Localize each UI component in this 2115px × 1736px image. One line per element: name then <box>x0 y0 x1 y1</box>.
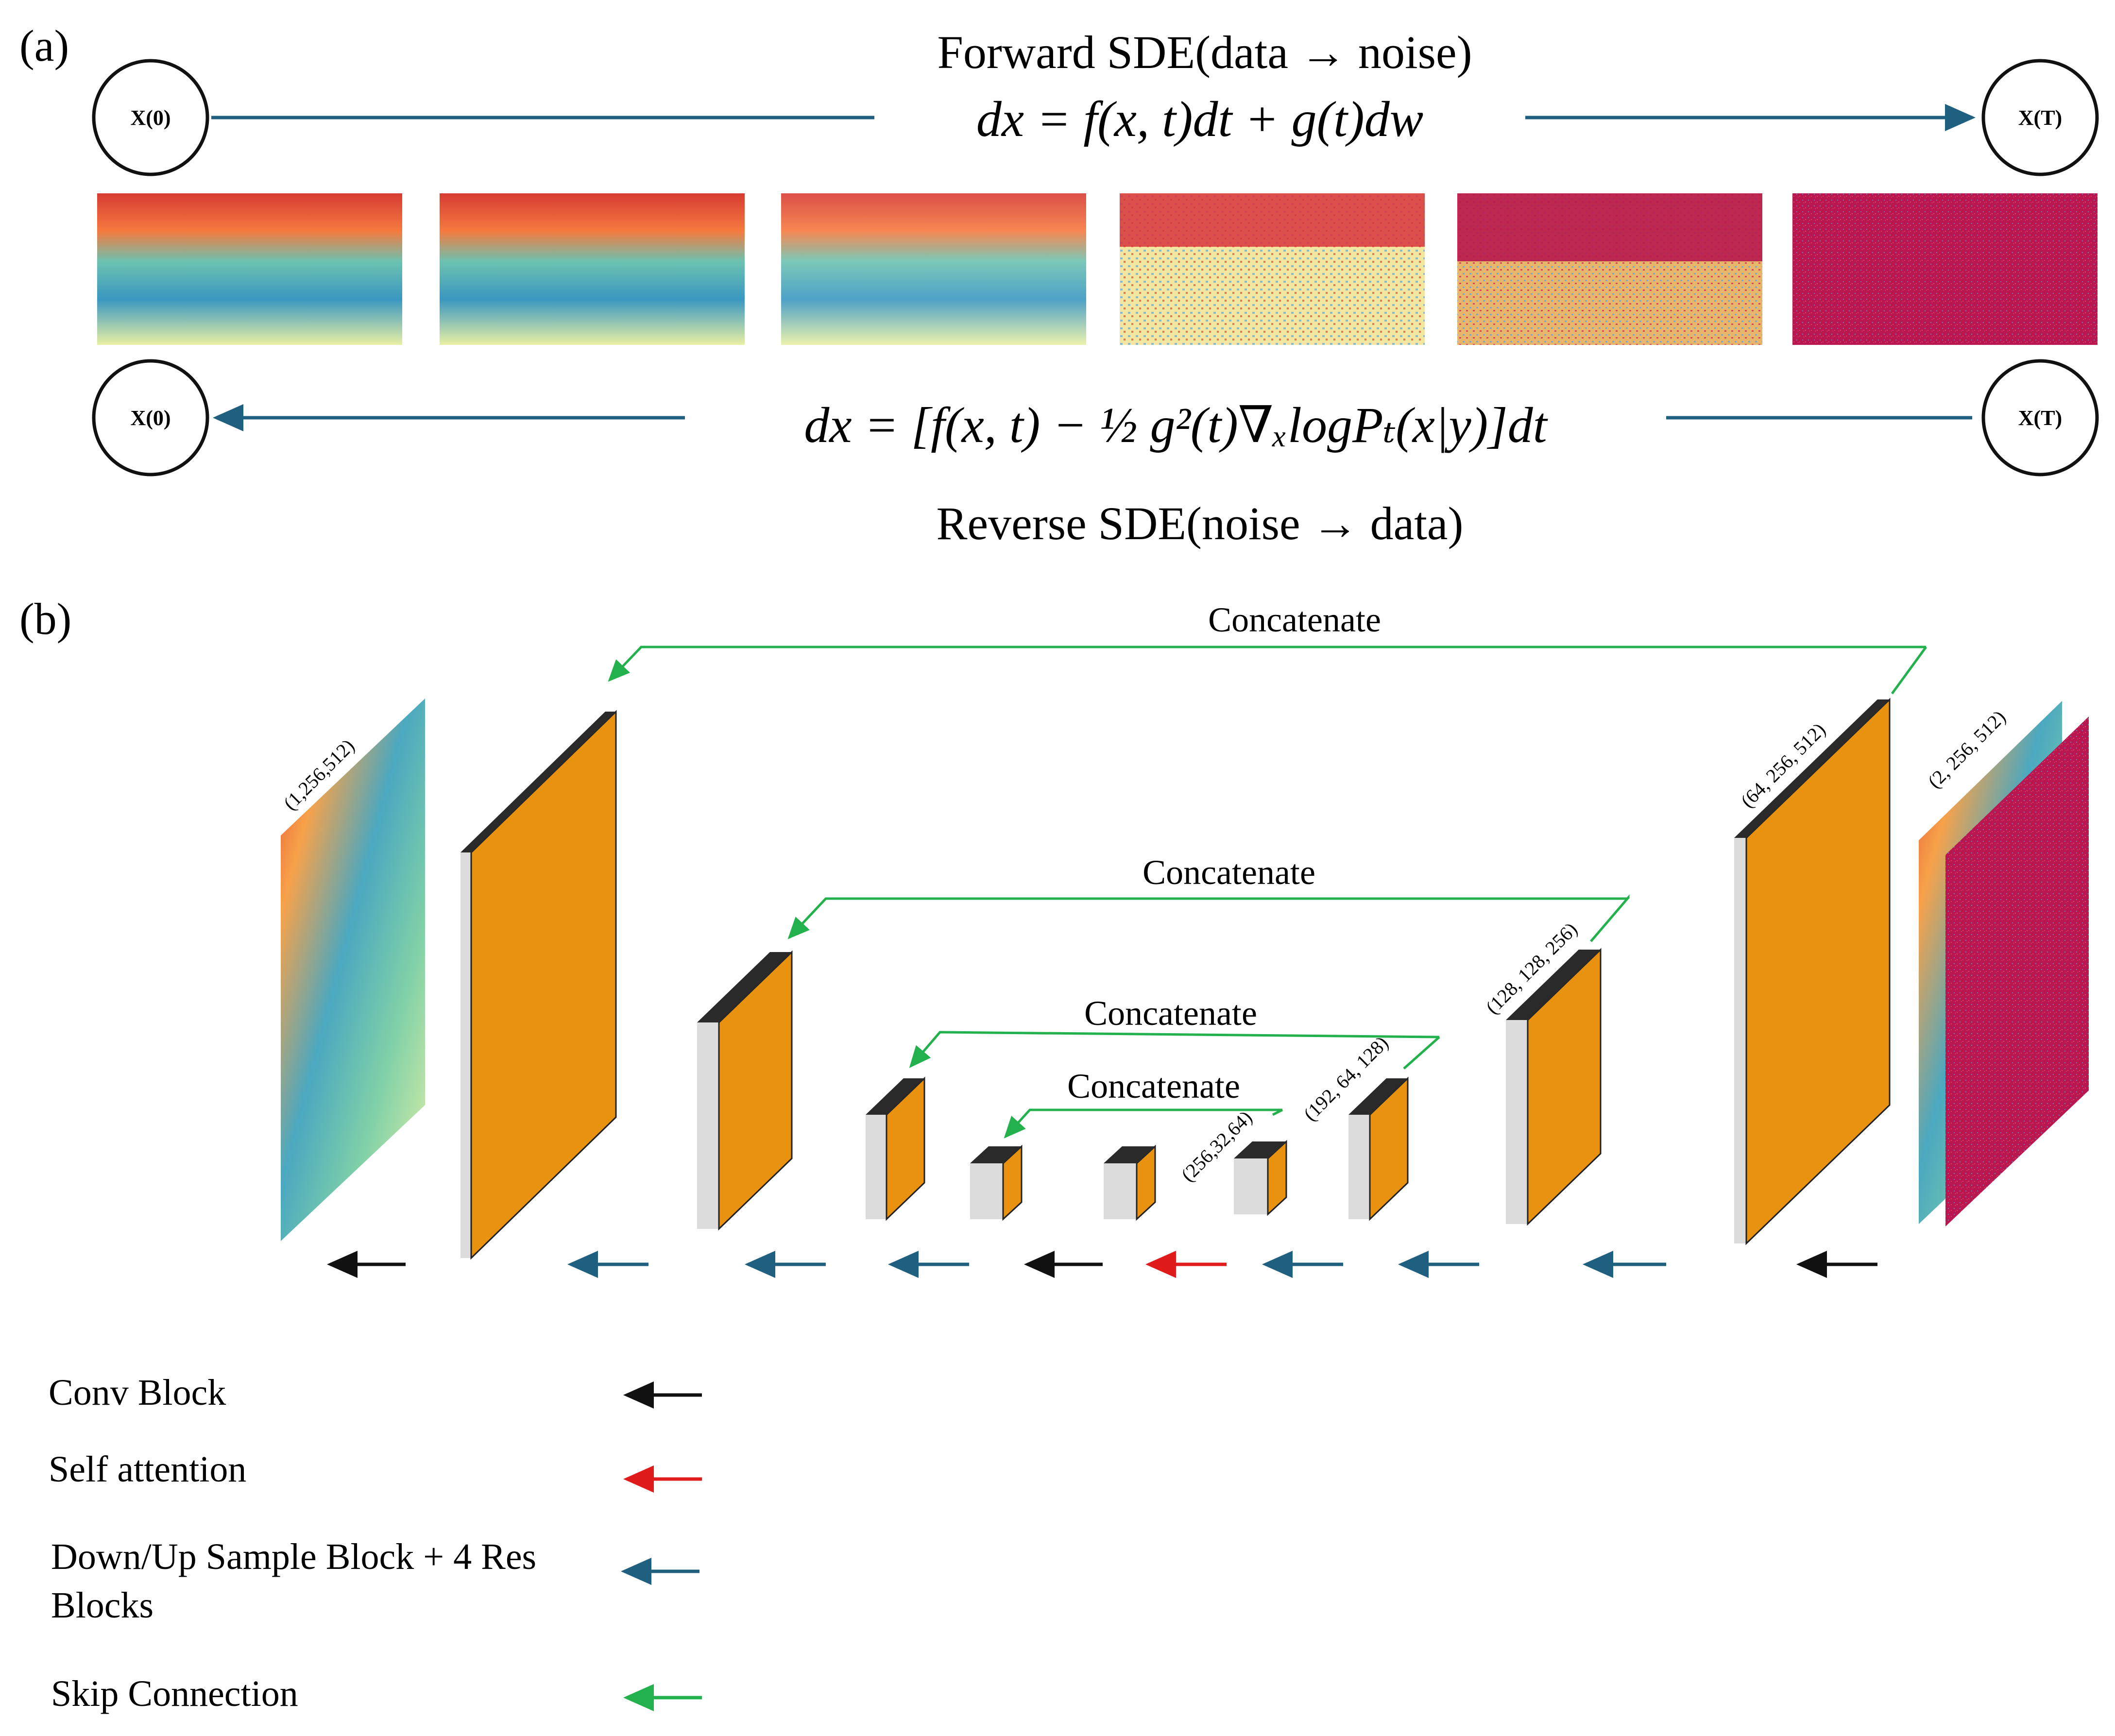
forward-sde-equation: dx = f(x, t)dt + g(t)dw <box>976 91 1423 147</box>
encoder-block-2 <box>697 950 793 1231</box>
panel-b-label: (b) <box>19 594 71 644</box>
node-x0-reverse <box>92 359 209 477</box>
decoder-block-1 <box>1734 698 1891 1245</box>
legend-attention-label: Self attention <box>49 1449 246 1490</box>
skip-connection-4 <box>1004 1108 1282 1139</box>
node-xt-reverse <box>1981 359 2099 477</box>
diffusion-image-strip <box>97 193 2098 345</box>
concat-label-3: Concatenate <box>1084 994 1257 1033</box>
forward-sde-title: Forward SDE(data → noise) <box>937 26 1472 78</box>
panel-a-label: (a) <box>19 21 69 70</box>
node-xt-forward <box>1981 59 2099 176</box>
concat-label-1: Concatenate <box>1208 600 1381 639</box>
reverse-sde-title: Reverse SDE(noise → data) <box>936 497 1463 549</box>
bottleneck-block <box>1104 1144 1156 1221</box>
encoder-block-4 <box>970 1144 1023 1221</box>
diffusion-step-1-image <box>97 193 402 345</box>
decoder-block-4 <box>1234 1140 1287 1216</box>
input-field-image <box>281 698 425 1241</box>
node-x0-reverse-label: X(0) <box>130 406 171 430</box>
diffusion-step-2-image <box>440 193 745 345</box>
legend-sample-label-2: Blocks <box>51 1585 154 1626</box>
concat-label-4: Concatenate <box>1067 1067 1240 1106</box>
node-x0-forward-label: X(0) <box>130 106 171 130</box>
reverse-sde-equation: dx = [f(x, t) − ½ g²(t)∇ₓlogPₜ(x|y)]dt <box>804 397 1548 453</box>
concat-label-2: Concatenate <box>1143 853 1315 892</box>
legend-conv-label: Conv Block <box>49 1372 226 1413</box>
node-xt-forward-label: X(T) <box>2018 106 2062 130</box>
encoder-block-3 <box>866 1076 925 1221</box>
skip-connection-3-riser <box>1403 1036 1440 1070</box>
encoder-block-1 <box>461 710 617 1260</box>
skip-connection-1 <box>608 646 1926 682</box>
legend: Conv Block Self attention Down/Up Sample… <box>49 1372 702 1714</box>
legend-skip-label: Skip Connection <box>51 1673 298 1714</box>
decoder-block-2 <box>1506 948 1602 1226</box>
diffusion-step-4-top <box>1120 193 1425 247</box>
legend-sample-label: Down/Up Sample Block + 4 Res <box>51 1536 536 1577</box>
node-x0-forward <box>92 59 209 176</box>
diffusion-step-6-image <box>1792 193 2098 345</box>
diffusion-step-5-top <box>1457 193 1762 261</box>
output-noise-image <box>1945 716 2089 1226</box>
skip-connection-2-riser <box>1590 894 1630 942</box>
node-xt-reverse-label: X(T) <box>2018 406 2062 430</box>
decoder-block-3 <box>1348 1076 1409 1221</box>
skip-connection-2 <box>787 897 1628 939</box>
skip-connection-3 <box>909 1031 1440 1068</box>
diffusion-step-3-image <box>781 193 1086 345</box>
skip-connection-1-riser <box>1891 646 1927 695</box>
